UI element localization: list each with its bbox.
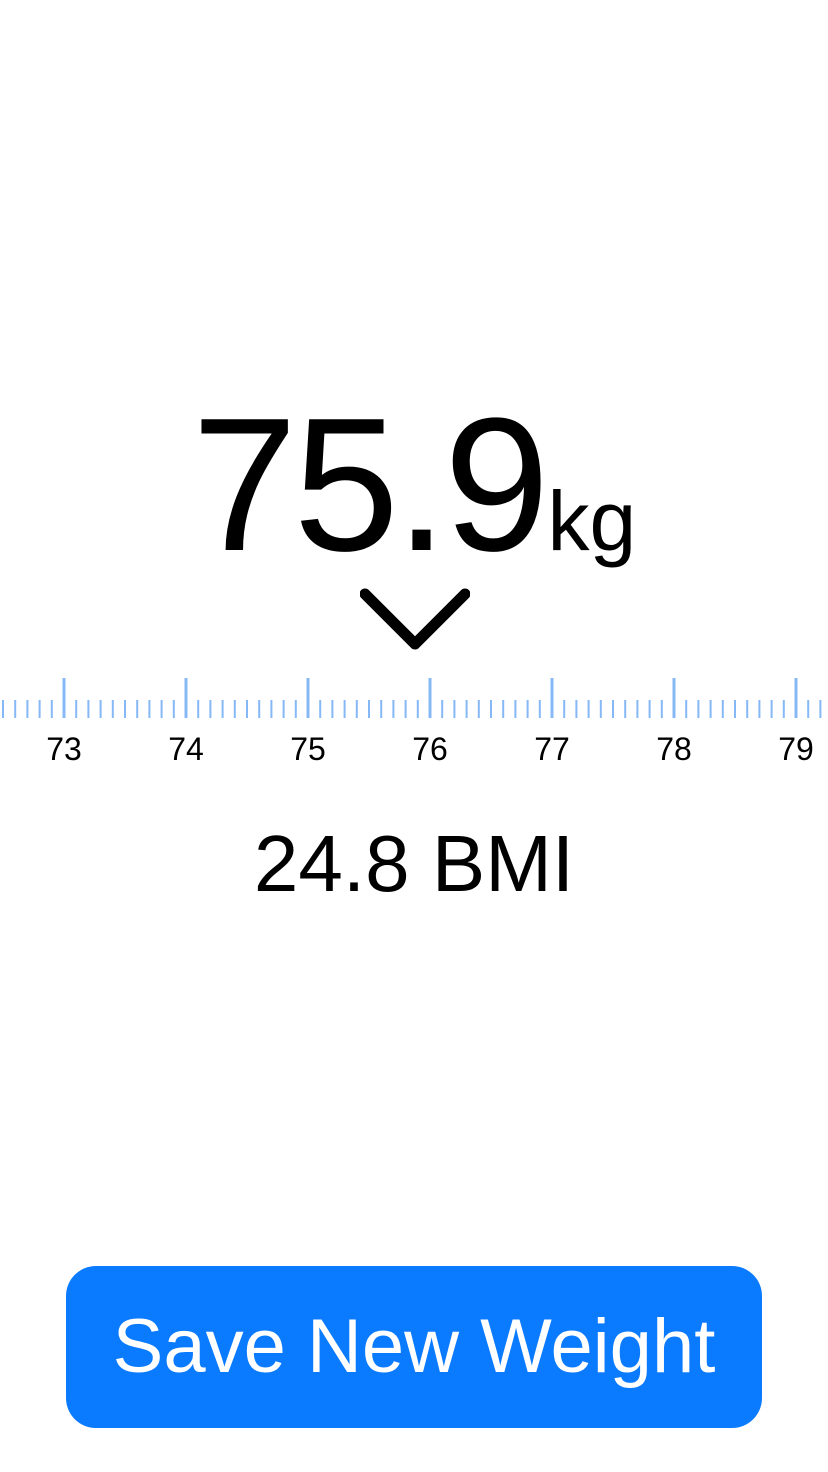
ruler-label: 79	[778, 731, 814, 767]
chevron-down-icon	[360, 588, 470, 650]
weight-ruler[interactable]: 73 74 75 76 77 78 79	[0, 670, 828, 780]
ruler-label: 78	[656, 731, 692, 767]
bmi-value: 24.8 BMI	[253, 819, 575, 908]
ruler-label: 75	[290, 731, 326, 767]
weight-display: 75.9kg	[0, 390, 828, 580]
ruler-label: 77	[534, 731, 570, 767]
weight-value: 75.9	[191, 379, 550, 591]
save-new-weight-button[interactable]: Save New Weight	[66, 1266, 762, 1428]
weight-unit: kg	[547, 474, 637, 568]
ruler-label: 74	[168, 731, 204, 767]
ruler-label: 76	[412, 731, 448, 767]
ruler-label: 73	[46, 731, 82, 767]
